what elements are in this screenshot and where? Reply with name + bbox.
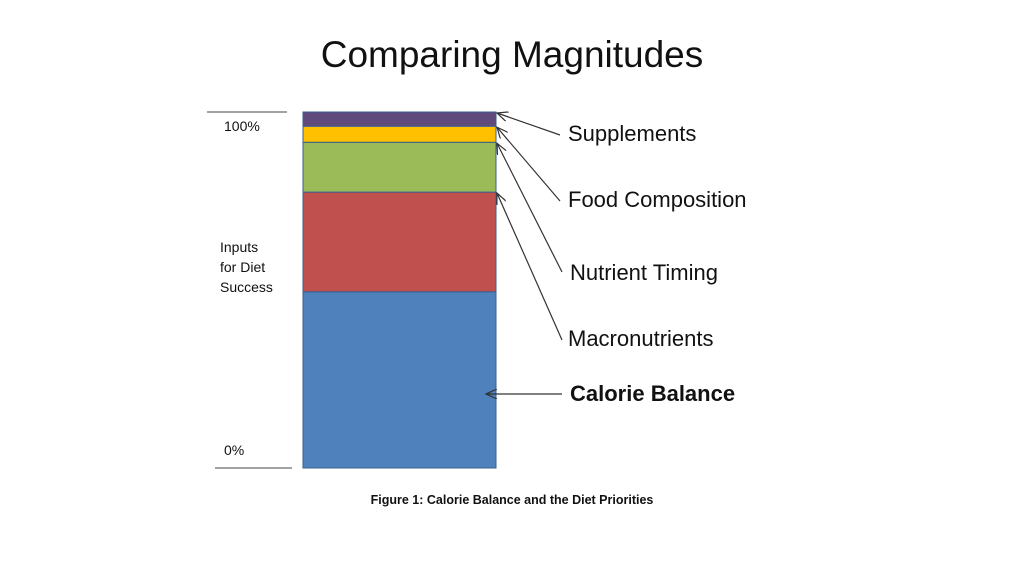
label-nutrient-timing: Nutrient Timing <box>570 260 718 285</box>
arrow-supplements <box>497 113 561 136</box>
label-supplements: Supplements <box>568 121 696 146</box>
y-axis-label-line-3: Success <box>220 279 273 295</box>
chart-title: Comparing Magnitudes <box>321 34 704 75</box>
label-food-composition: Food Composition <box>568 187 747 212</box>
arrow-nutrient-timing <box>497 143 563 273</box>
segment-annotations: Calorie Balance Macronutrients Nutrient Ti… <box>486 113 747 406</box>
stacked-bar <box>302 111 497 469</box>
label-calorie-balance: Calorie Balance <box>570 381 735 406</box>
bar-segment-nutrient-timing <box>302 141 497 193</box>
figure-caption: Figure 1: Calorie Balance and the Diet P… <box>371 493 654 507</box>
y-axis-label-line-2: for Diet <box>220 259 265 275</box>
arrow-macronutrients <box>497 193 563 341</box>
y-axis-label-line-1: Inputs <box>220 239 258 255</box>
arrow-food-composition <box>497 127 561 202</box>
ytick-0: 0% <box>224 442 244 458</box>
bar-segment-calorie-balance <box>302 291 497 469</box>
bar-segment-food-composition <box>302 125 497 143</box>
bar-segment-macronutrients <box>302 191 497 293</box>
ytick-100: 100% <box>224 118 260 134</box>
bar-segment-supplements <box>302 111 497 127</box>
label-macronutrients: Macronutrients <box>568 326 714 351</box>
